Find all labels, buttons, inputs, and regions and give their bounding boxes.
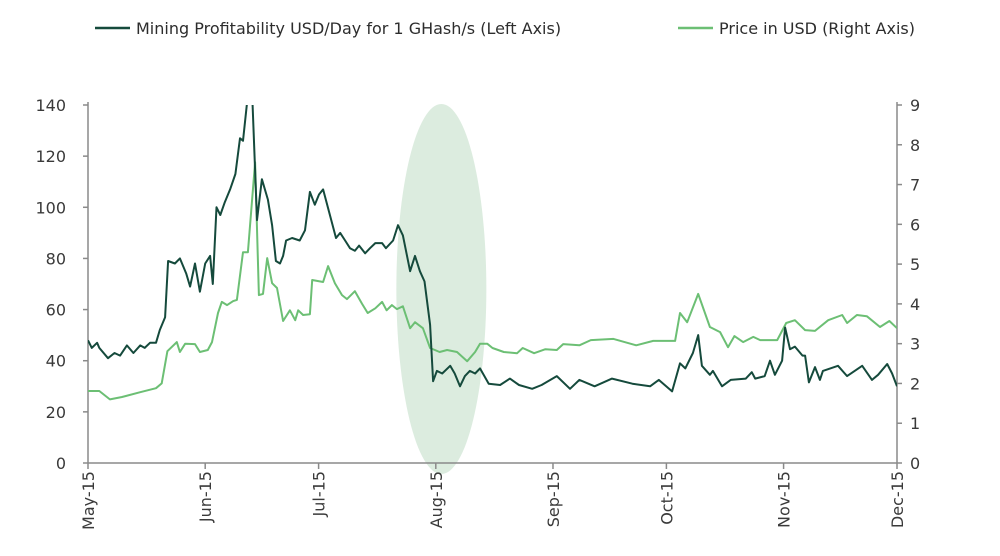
x-tick-label: Jul-15 [310, 471, 329, 517]
right-tick-label: 9 [910, 96, 920, 115]
right-tick-label: 0 [910, 454, 920, 473]
x-tick-label: Jun-15 [196, 471, 215, 523]
left-tick-label: 60 [46, 301, 66, 320]
right-tick-label: 3 [910, 335, 920, 354]
left-tick-label: 100 [35, 198, 66, 217]
series-layer [88, 105, 897, 401]
x-tick-label: May-15 [79, 471, 98, 530]
right-tick-label: 7 [910, 176, 920, 195]
left-tick-label: 80 [46, 249, 66, 268]
left-tick-label: 40 [46, 352, 66, 371]
left-tick-label: 0 [56, 454, 66, 473]
left-tick-label: 140 [35, 96, 66, 115]
mining-profitability-line [88, 105, 897, 393]
right-tick-label: 2 [910, 374, 920, 393]
right-tick-label: 6 [910, 215, 920, 234]
price-line [88, 161, 897, 401]
right-tick-label: 1 [910, 414, 920, 433]
x-tick-label: Sep-15 [544, 471, 563, 527]
left-tick-label: 120 [35, 147, 66, 166]
right-tick-label: 4 [910, 295, 920, 314]
highlight-ellipse-layer [396, 104, 487, 474]
axes [83, 102, 902, 469]
x-tick-label: Dec-15 [888, 471, 907, 528]
right-tick-label: 5 [910, 255, 920, 274]
left-tick-label: 20 [46, 403, 66, 422]
right-tick-label: 8 [910, 136, 920, 155]
legend-label-mining: Mining Profitability USD/Day for 1 GHash… [136, 19, 561, 38]
legend: Mining Profitability USD/Day for 1 GHash… [95, 19, 915, 38]
x-tick-label: Oct-15 [657, 471, 676, 525]
tick-labels: 0 20 40 60 80 100 120 140 0 1 2 3 4 5 6 7 8 9 May-15 Jun-15… [35, 96, 920, 530]
x-tick-label: Nov-15 [775, 471, 794, 528]
legend-label-price: Price in USD (Right Axis) [719, 19, 915, 38]
highlight-ellipse [396, 104, 487, 474]
x-tick-label: Aug-15 [427, 471, 446, 528]
